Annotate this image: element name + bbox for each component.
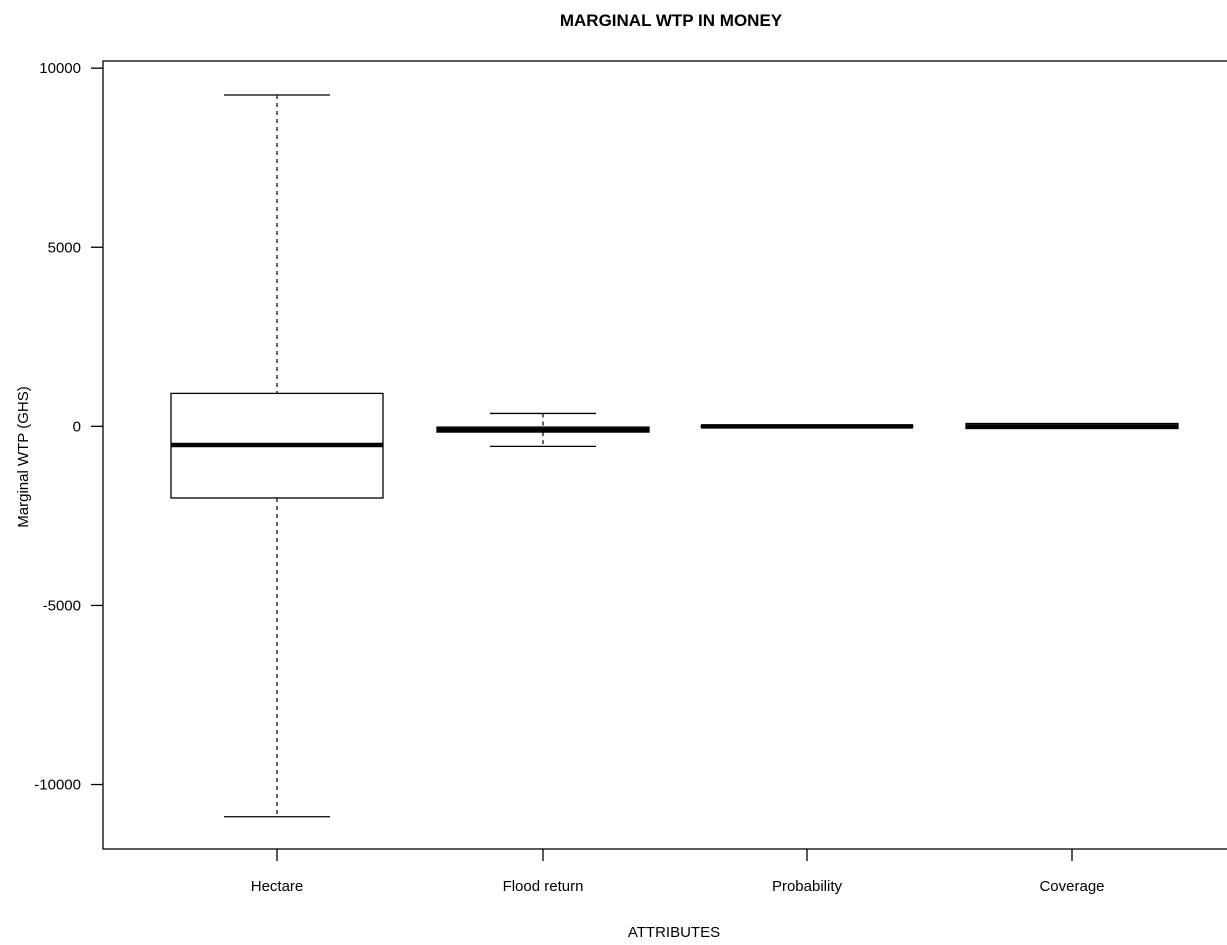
plot-border (102, 60, 1227, 850)
x-tick-label: Coverage (1039, 878, 1104, 895)
y-axis-title: Marginal WTP (GHS) (15, 386, 32, 527)
x-tick-label: Probability (772, 878, 843, 895)
box-series (170, 94, 1179, 818)
x-axis: Hectare Flood return Probability Coverage (251, 849, 1105, 895)
box-coverage (965, 422, 1179, 430)
chart-title: MARGINAL WTP IN MONEY (560, 11, 783, 30)
plot-frame (102, 60, 1227, 850)
y-axis: -10000 -5000 0 5000 10000 (34, 60, 103, 794)
y-tick-label: 0 (73, 418, 81, 435)
y-tick-label: 5000 (48, 239, 81, 256)
x-tick-label: Flood return (503, 878, 584, 895)
y-tick-label: 10000 (39, 60, 81, 77)
box-hectare (170, 94, 384, 818)
y-tick-label: -5000 (43, 597, 81, 614)
x-tick-label: Hectare (251, 878, 304, 895)
box-flood-return (436, 412, 650, 448)
x-axis-title: ATTRIBUTES (628, 924, 720, 941)
y-tick-label: -10000 (34, 777, 81, 794)
